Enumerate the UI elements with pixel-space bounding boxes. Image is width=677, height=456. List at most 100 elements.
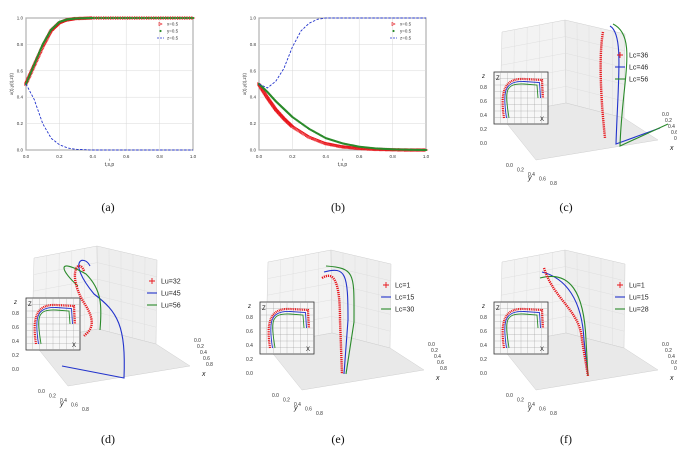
- x-axis-label: x: [669, 145, 674, 152]
- z-tick-label: 0.4: [12, 339, 19, 345]
- z-axis-label: z: [481, 74, 485, 80]
- z-tick-label: 0.0: [12, 367, 19, 373]
- data-point: [120, 16, 123, 20]
- x-tick-label: 0.2: [665, 348, 672, 354]
- data-point: [350, 145, 355, 150]
- x-tick-label: 0.8: [674, 136, 677, 142]
- data-point: [170, 16, 173, 20]
- legend-label: x=0.5: [400, 22, 412, 27]
- series-3-line: [539, 276, 589, 377]
- y-tick-label: 0.4: [60, 398, 67, 404]
- grid-line: [267, 282, 391, 298]
- panel-label-e: (e): [331, 432, 345, 446]
- legend-label: Lu=32: [161, 279, 181, 286]
- z-tick-label: 0.2: [12, 353, 19, 359]
- data-point: [158, 16, 161, 20]
- y-tick-label: 0.4: [528, 402, 535, 408]
- series-1-line: [599, 31, 607, 139]
- x-tick-label: 0.6: [356, 154, 363, 159]
- x-axis-label: x: [669, 375, 674, 382]
- grid-line: [33, 262, 157, 277]
- legend-marker-x: [391, 22, 396, 26]
- y-tick-label: 0.8: [316, 411, 323, 417]
- grid-line: [501, 282, 625, 298]
- legend-label: Lc=1: [395, 283, 410, 290]
- inset-series-1: [33, 303, 77, 345]
- grid-line: [144, 257, 146, 342]
- y-tick-label: 0.6: [539, 177, 546, 183]
- x-tick-label: 0.2: [665, 118, 672, 124]
- legend-label: Lu=56: [161, 303, 181, 310]
- y-axis-label: y: [293, 405, 298, 412]
- data-point: [353, 146, 358, 150]
- inset-x-label: X: [72, 343, 76, 349]
- data-point: [96, 16, 99, 20]
- data-point: [156, 16, 159, 20]
- y-axis-label: x(t),y(t),z(t): [242, 73, 247, 95]
- y-tick-label: 1.0: [17, 16, 24, 21]
- x-axis-mark: t: [342, 157, 344, 162]
- data-point: [125, 16, 128, 20]
- grid-line: [501, 266, 625, 281]
- z-tick-label: 0.2: [480, 127, 487, 133]
- data-point: [352, 146, 357, 150]
- x-tick-label: 0.8: [206, 362, 213, 368]
- x-tick-label: 0.6: [671, 360, 677, 366]
- y-tick-label: 1.0: [250, 16, 257, 21]
- x-tick-label: 0.4: [90, 154, 97, 159]
- inset-series-3: [38, 309, 71, 345]
- series-y: [24, 16, 195, 86]
- legend-label: Lu=15: [629, 295, 649, 302]
- z-tick-label: 0.4: [480, 343, 487, 349]
- data-point: [182, 16, 185, 20]
- inset-series-2: [504, 81, 541, 119]
- grid-line: [612, 261, 614, 346]
- inset-series-3: [506, 313, 539, 349]
- y-tick-label: 0.6: [17, 68, 24, 73]
- chart-f: 0.00.20.40.60.80.00.20.40.60.80.00.20.40…: [480, 249, 677, 417]
- data-point: [187, 16, 190, 20]
- legend-label: Lu=28: [629, 307, 649, 314]
- y-tick-label: 0.0: [250, 148, 257, 153]
- grid-line: [576, 22, 578, 107]
- y-axis-label: x(t),y(t),z(t): [9, 73, 14, 95]
- inset-series-3: [272, 313, 305, 349]
- series-z: [258, 17, 426, 89]
- y-tick-label: 0.6: [250, 68, 257, 73]
- legend-label: Lc=56: [629, 77, 648, 84]
- data-point: [129, 16, 133, 20]
- x-tick-label: 0.6: [437, 360, 444, 366]
- x-tick-label: 1.0: [190, 154, 197, 159]
- z-tick-label: 0.2: [246, 357, 253, 363]
- x-axis-label: t,s,p: [338, 162, 348, 168]
- data-point: [103, 16, 106, 20]
- data-point: [134, 16, 137, 20]
- y-tick-label: 0.2: [283, 398, 290, 404]
- data-point: [115, 16, 118, 20]
- y-tick-label: 0.2: [17, 121, 24, 126]
- series-y: [257, 82, 428, 152]
- panel-label-a: (a): [101, 200, 115, 214]
- x-tick-label: 0.4: [323, 154, 330, 159]
- data-point: [101, 16, 104, 20]
- series-3-line: [612, 23, 669, 147]
- legend-label: Lc=15: [395, 295, 414, 302]
- x-axis-mark: t: [109, 157, 111, 162]
- y-tick-label: 0.8: [250, 42, 257, 47]
- data-point: [110, 16, 113, 20]
- data-point: [189, 16, 192, 20]
- legend-label: Lu=45: [161, 291, 181, 298]
- data-point: [340, 144, 345, 149]
- data-point: [144, 16, 147, 20]
- z-tick-label: 0.4: [480, 113, 487, 119]
- data-point: [344, 145, 349, 149]
- y-tick-label: 0.0: [506, 163, 513, 169]
- legend-marker-1: [617, 282, 623, 288]
- z-tick-label: 0.8: [246, 315, 253, 321]
- data-point: [106, 16, 109, 20]
- x-tick-label: 0.0: [256, 154, 263, 159]
- legend-label: Lu=1: [629, 283, 645, 290]
- data-point: [347, 145, 352, 150]
- data-point: [172, 16, 176, 20]
